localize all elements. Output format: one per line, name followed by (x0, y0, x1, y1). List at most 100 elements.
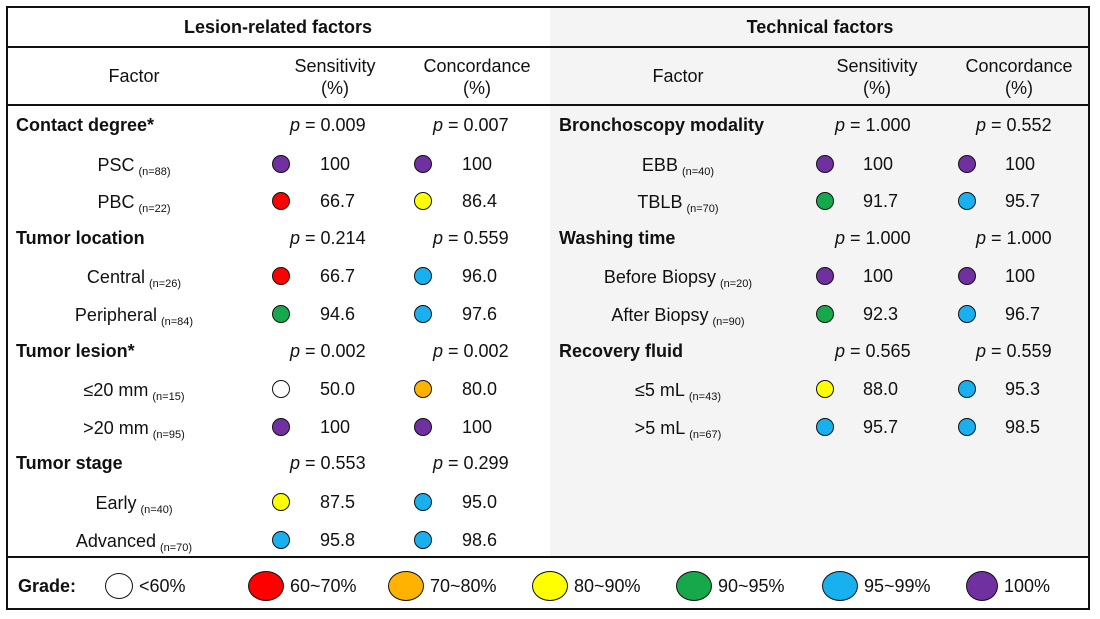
factor-label: >5 mL (n=67) (634, 417, 722, 441)
sensitivity-value: 50.0 (320, 379, 356, 400)
sample-size: (n=20) (719, 278, 753, 291)
concordance-value: 100 (1005, 153, 1036, 174)
header-divider (8, 46, 1088, 48)
concordance-value: 98.5 (1005, 416, 1041, 437)
sensitivity-value: 66.7 (320, 266, 356, 287)
p-symbol: p (835, 227, 846, 248)
sensitivity-value: 95.8 (320, 529, 356, 550)
p-symbol: p (433, 453, 444, 474)
factor-label: TBLB (n=70) (637, 192, 719, 216)
legend-label: 70~80% (430, 576, 497, 596)
sensitivity-value: 94.6 (320, 304, 356, 324)
column-header-concordance: Concordance (%) (423, 56, 531, 98)
sensitivity-value: 91.7 (863, 191, 899, 212)
sensitivity-value: 95.7 (863, 416, 899, 437)
factor-label: PSC (n=88) (97, 154, 171, 178)
factor-label: Peripheral (n=84) (74, 305, 194, 328)
concordance-grade-dot (958, 192, 976, 211)
sensitivity-value: 92.3 (863, 304, 899, 324)
concordance-grade-dot (958, 417, 976, 436)
p-value-sensitivity: p = 1.000 (835, 227, 911, 248)
sensitivity-grade-dot (272, 417, 290, 436)
sample-size: (n=90) (712, 316, 745, 328)
sample-size: (n=95) (152, 428, 185, 441)
sensitivity-value: 100 (320, 153, 351, 174)
concordance-grade-dot (414, 530, 432, 549)
sensitivity-grade-dot (816, 192, 834, 211)
p-value-concordance: p = 0.552 (976, 115, 1052, 135)
sample-size: (n=67) (689, 428, 722, 441)
group-name: Contact degree* (16, 115, 155, 135)
sample-size: (n=70) (686, 203, 719, 216)
sensitivity-value: 100 (863, 153, 894, 174)
group-name: Tumor location (16, 227, 145, 248)
legend-swatch (676, 571, 712, 601)
sensitivity-grade-dot (816, 154, 834, 173)
p-symbol: p (835, 115, 846, 135)
p-value-sensitivity: p = 0.009 (290, 115, 366, 135)
sensitivity-grade-dot (816, 380, 834, 399)
group-name: Tumor lesion* (16, 340, 135, 361)
p-value-sensitivity: p = 0.002 (290, 340, 366, 361)
sensitivity-grade-dot (272, 267, 290, 286)
factor-label: PBC (n=22) (97, 192, 171, 216)
sensitivity-grade-dot (816, 305, 834, 323)
legend-label: <60% (139, 576, 186, 596)
p-symbol: p (433, 115, 444, 135)
table-frame (6, 6, 1090, 610)
legend-swatch (822, 571, 858, 601)
p-value-concordance: p = 0.559 (976, 340, 1052, 361)
legend-swatch (532, 571, 568, 601)
factor-label: After Biopsy (n=90) (611, 305, 745, 328)
panel-title: Lesion-related factors (183, 17, 373, 37)
factor-label: ≤5 mL (n=43) (634, 380, 722, 404)
concordance-grade-dot (414, 305, 432, 323)
sensitivity-grade-dot (816, 417, 834, 436)
p-value-concordance: p = 1.000 (976, 227, 1052, 248)
factor-label: Central (n=26) (86, 267, 182, 291)
factor-label: >20 mm (n=95) (83, 417, 185, 441)
p-value-concordance: p = 0.299 (433, 453, 509, 474)
concordance-grade-dot (958, 267, 976, 286)
p-symbol: p (433, 340, 444, 361)
column-header-factor: Factor (108, 66, 160, 86)
sensitivity-value: 100 (863, 266, 894, 287)
p-symbol: p (290, 227, 301, 248)
concordance-value: 100 (1005, 266, 1036, 287)
factor-label: Early (n=40) (95, 493, 173, 516)
concordance-grade-dot (414, 417, 432, 436)
legend-label: 60~70% (290, 576, 357, 596)
legend-label: 80~90% (574, 576, 641, 596)
concordance-grade-dot (958, 154, 976, 173)
p-symbol: p (433, 227, 444, 248)
p-value-sensitivity: p = 0.553 (290, 453, 366, 474)
p-symbol: p (290, 340, 301, 361)
legend-title: Grade: (18, 576, 77, 596)
sample-size: (n=70) (159, 541, 193, 554)
panel-title: Technical factors (746, 17, 894, 37)
sensitivity-grade-dot (272, 154, 290, 173)
sensitivity-value: 88.0 (863, 379, 899, 400)
sensitivity-value: 66.7 (320, 191, 356, 212)
concordance-grade-dot (414, 192, 432, 211)
concordance-value: 95.7 (1005, 191, 1041, 212)
legend-label: 100% (1004, 576, 1051, 596)
legend-swatch (388, 571, 424, 601)
column-header-divider (8, 104, 1088, 106)
p-value-sensitivity: p = 1.000 (835, 115, 911, 135)
concordance-value: 100 (462, 153, 493, 174)
p-symbol: p (290, 115, 301, 135)
sample-size: (n=26) (148, 278, 182, 291)
concordance-grade-dot (414, 267, 432, 286)
legend-swatch (966, 571, 998, 601)
sensitivity-value: 100 (320, 416, 351, 437)
legend-label: 90~95% (718, 576, 785, 596)
concordance-value: 80.0 (462, 379, 498, 400)
p-symbol: p (290, 453, 301, 474)
concordance-value: 97.6 (462, 304, 498, 324)
sample-size: (n=40) (681, 165, 715, 178)
concordance-value: 100 (462, 416, 493, 437)
concordance-grade-dot (958, 305, 976, 323)
sample-size: (n=88) (138, 165, 171, 178)
sample-size: (n=43) (688, 391, 722, 404)
